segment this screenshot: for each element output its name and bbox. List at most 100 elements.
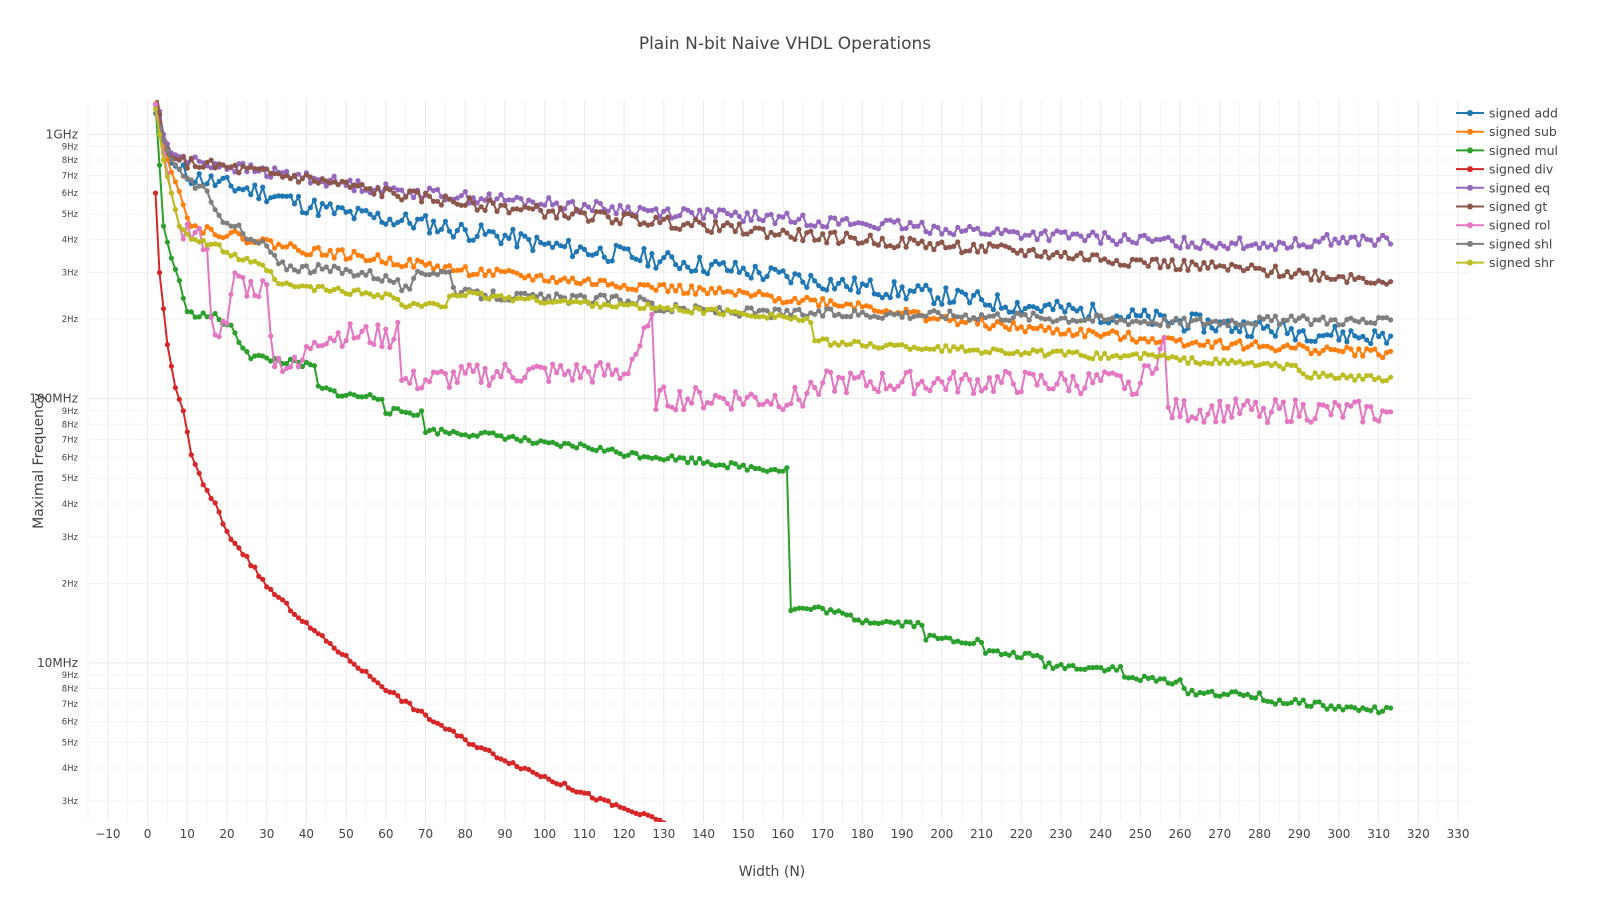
series-signed-add [156, 100, 1394, 347]
legend-item-signed-div[interactable]: signed div [1456, 162, 1554, 177]
data-point [502, 361, 508, 367]
data-point [156, 270, 163, 276]
data-point [327, 247, 333, 253]
data-point [1340, 274, 1346, 280]
data-point [272, 171, 278, 177]
data-point [982, 302, 989, 308]
y-tick-label: 7Hz [62, 436, 79, 446]
data-point [152, 106, 159, 112]
data-point [562, 213, 568, 219]
data-point [1292, 696, 1298, 702]
data-point [319, 343, 325, 349]
data-point [236, 231, 242, 237]
data-point [176, 188, 182, 194]
data-point [1264, 360, 1271, 366]
legend-item-signed-eq[interactable]: signed eq [1456, 180, 1550, 195]
data-point [1002, 317, 1009, 323]
data-point [562, 206, 568, 212]
legend-item-signed-add[interactable]: signed add [1456, 106, 1558, 121]
data-point [1276, 363, 1282, 369]
data-point [982, 349, 989, 355]
data-point [498, 241, 504, 247]
data-point [1110, 238, 1116, 244]
data-point [836, 374, 842, 380]
data-point [188, 155, 194, 161]
data-point [589, 446, 596, 453]
data-point [617, 285, 623, 291]
data-point [256, 352, 262, 358]
data-point [1177, 266, 1183, 272]
data-point [1225, 361, 1231, 367]
legend-item-signed-shr[interactable]: signed shr [1456, 255, 1555, 270]
data-point [943, 316, 949, 322]
legend-item-signed-shl[interactable]: signed shl [1456, 236, 1552, 251]
data-point [1070, 231, 1076, 237]
data-point [581, 278, 588, 284]
data-point [700, 405, 707, 411]
data-point [1185, 342, 1191, 348]
data-point [712, 218, 719, 225]
data-point [315, 244, 321, 251]
data-point [327, 268, 333, 275]
data-point [625, 204, 631, 210]
data-point [311, 288, 317, 294]
data-point [1272, 333, 1278, 339]
data-point [593, 251, 599, 257]
legend-item-signed-sub[interactable]: signed sub [1456, 124, 1557, 139]
data-point [637, 305, 643, 312]
data-point [955, 314, 961, 320]
data-point [907, 309, 913, 315]
data-point [1141, 232, 1147, 238]
data-point [1217, 240, 1223, 246]
data-point [617, 804, 623, 810]
data-point [176, 396, 182, 402]
data-point [534, 771, 540, 777]
data-point [510, 760, 516, 766]
legend-item-signed-rol[interactable]: signed rol [1456, 218, 1550, 233]
data-point [895, 243, 901, 249]
legend-item-signed-gt[interactable]: signed gt [1456, 199, 1547, 214]
data-point [1340, 414, 1346, 420]
data-point [915, 283, 921, 289]
data-point [693, 291, 699, 297]
data-point [1280, 317, 1286, 323]
data-point [367, 339, 373, 346]
data-point [1125, 236, 1132, 243]
data-point [1137, 356, 1143, 362]
data-point [951, 313, 957, 319]
data-point [1034, 382, 1040, 388]
data-point [1221, 691, 1227, 697]
data-point [1237, 264, 1243, 270]
data-point [673, 214, 679, 220]
data-point [172, 152, 178, 158]
data-point [546, 293, 552, 299]
data-point [593, 294, 599, 301]
data-point [621, 453, 627, 459]
data-point [1340, 372, 1346, 378]
data-point [716, 462, 723, 468]
data-point [168, 190, 174, 196]
data-point [903, 225, 909, 231]
legend[interactable]: signed add signed sub signed mul signed div… [1456, 106, 1558, 271]
data-point [704, 459, 711, 465]
data-point [712, 306, 719, 312]
data-point [355, 205, 361, 211]
data-point [438, 368, 444, 375]
data-point [978, 639, 985, 646]
data-point [704, 271, 711, 277]
legend-item-signed-mul[interactable]: signed mul [1456, 143, 1558, 158]
data-point [478, 222, 484, 228]
data-point [1177, 677, 1183, 683]
data-point [800, 317, 806, 324]
data-point [315, 383, 321, 389]
data-point [923, 245, 929, 251]
data-point [716, 311, 723, 317]
data-point [689, 455, 695, 461]
data-point [907, 346, 913, 352]
data-point [943, 343, 949, 349]
data-point [188, 177, 194, 183]
data-point [915, 241, 921, 247]
data-point [915, 346, 921, 352]
data-point [208, 157, 214, 163]
data-point [315, 180, 321, 186]
